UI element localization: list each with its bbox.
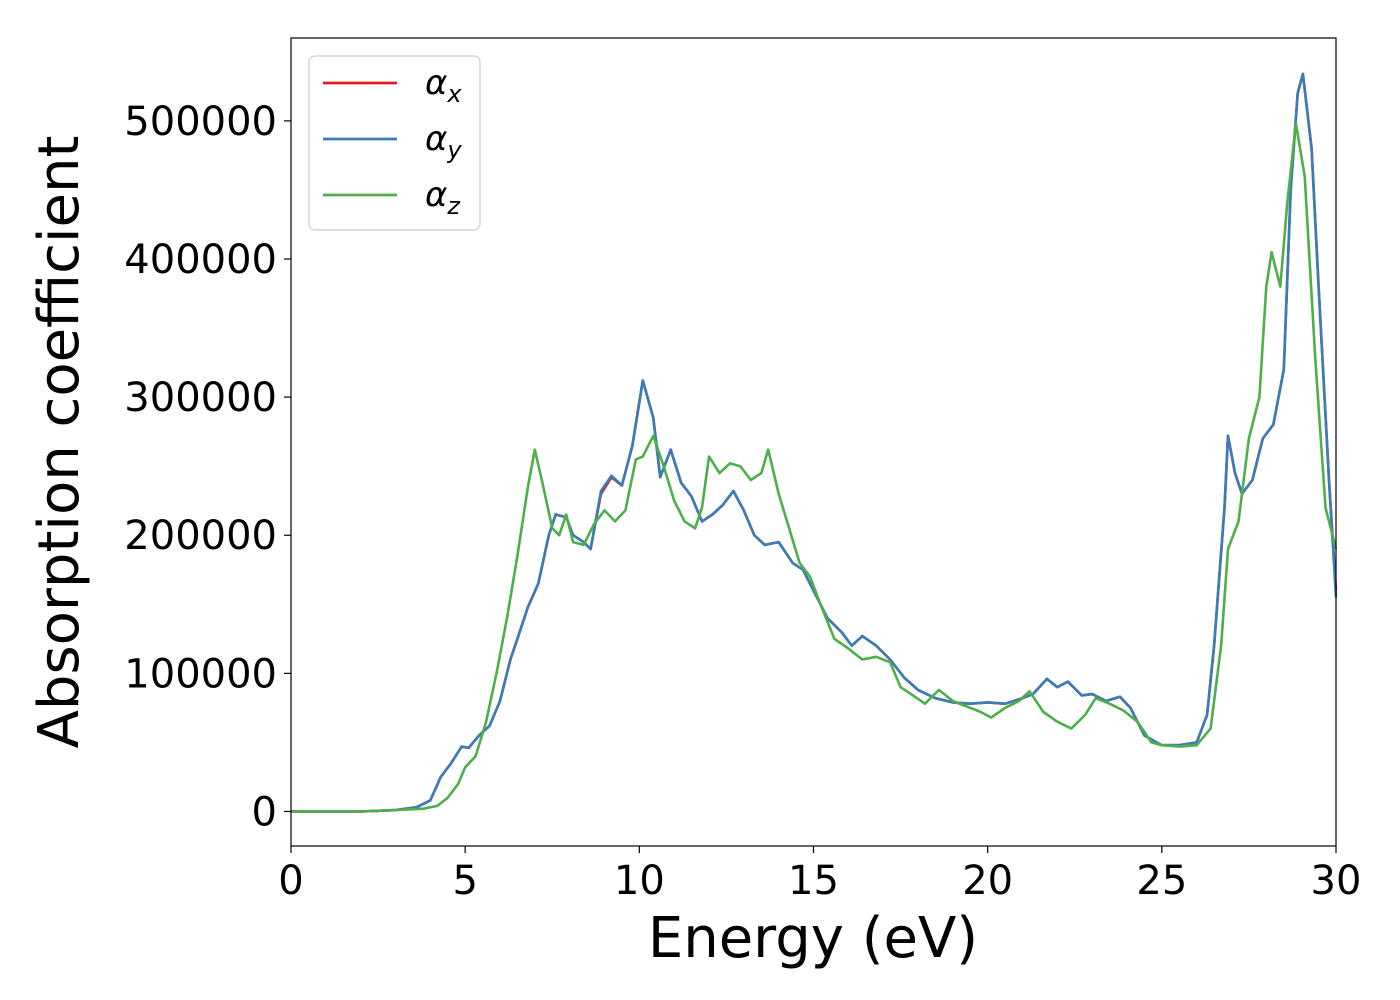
y-tick-label: 100000 bbox=[124, 651, 277, 697]
legend-label-y: αy bbox=[425, 119, 462, 164]
legend: αx αy αz bbox=[308, 55, 481, 231]
x-tick-label: 25 bbox=[1136, 858, 1187, 904]
legend-label-x: αx bbox=[425, 63, 462, 108]
x-tick-label: 10 bbox=[614, 858, 665, 904]
y-tick-label: 200000 bbox=[124, 513, 277, 559]
x-tick-label: 0 bbox=[278, 858, 303, 904]
legend-box bbox=[308, 55, 481, 231]
y-tick-label: 500000 bbox=[124, 99, 277, 145]
x-axis-label: Energy (eV) bbox=[648, 906, 978, 971]
x-tick-label: 20 bbox=[962, 858, 1013, 904]
y-tick-label: 0 bbox=[252, 789, 277, 835]
legend-label-z: αz bbox=[425, 175, 461, 220]
x-tick-label: 30 bbox=[1311, 858, 1362, 904]
y-tick-label: 300000 bbox=[124, 375, 277, 421]
y-tick-label: 400000 bbox=[124, 237, 277, 283]
x-tick-label: 5 bbox=[452, 858, 477, 904]
series-lines bbox=[291, 72, 1338, 813]
x-tick-label: 15 bbox=[788, 858, 839, 904]
y-axis-ticks: 0 100000 200000 300000 400000 500000 bbox=[124, 99, 291, 835]
series-line-z bbox=[291, 122, 1338, 813]
y-axis-label: Absorption coefficient bbox=[27, 136, 92, 749]
x-axis-ticks: 0 5 10 15 20 25 30 bbox=[278, 846, 1361, 904]
